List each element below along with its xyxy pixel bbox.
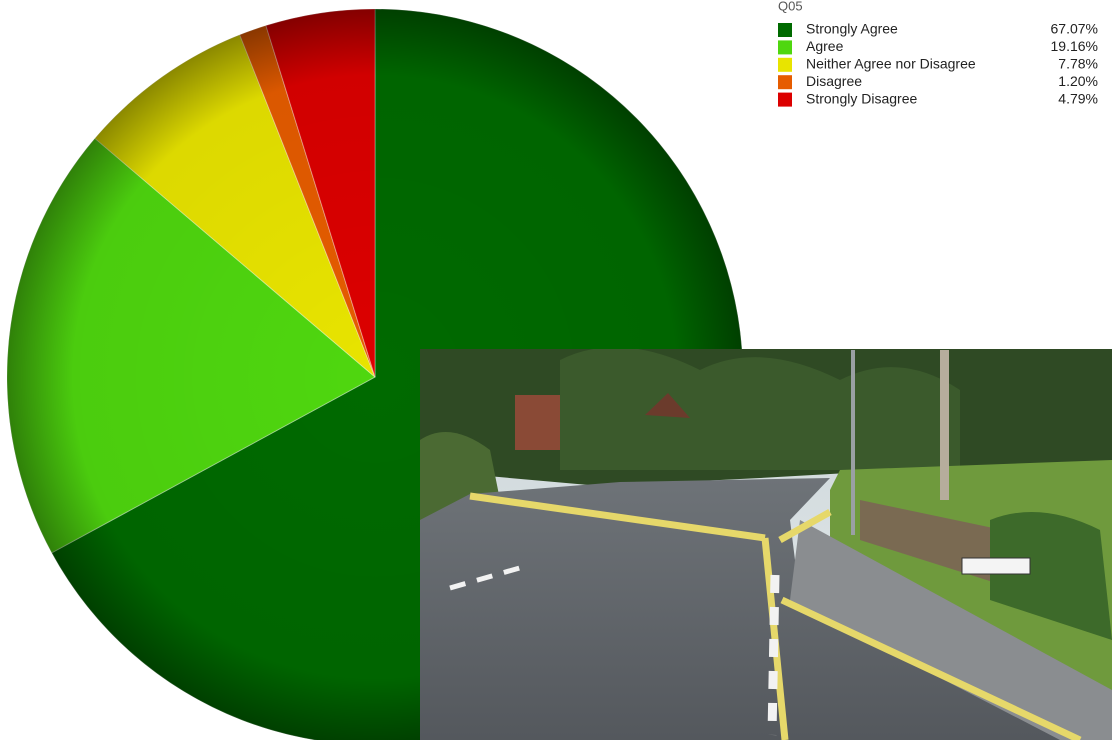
legend: Q05 Strongly Agree 67.07% Agree 19.16% Neith… — [778, 0, 1098, 107]
photo-street-sign — [961, 557, 1031, 575]
legend-label: Strongly Agree — [806, 21, 898, 37]
legend-swatch — [778, 40, 792, 55]
photo-roof — [645, 393, 690, 418]
photo-pavement — [790, 520, 1112, 740]
street-photo — [420, 349, 1112, 740]
photo-foliage — [560, 349, 960, 470]
legend-value: 7.78% — [1058, 56, 1098, 72]
photo-white-line — [767, 574, 780, 736]
legend-swatch — [778, 57, 792, 72]
legend-label: Strongly Disagree — [806, 90, 917, 106]
legend-swatch — [778, 23, 792, 37]
legend-swatch — [778, 92, 792, 107]
photo-give-way — [449, 562, 531, 591]
legend-label: Neither Agree nor Disagree — [806, 56, 976, 72]
photo-bush — [990, 512, 1112, 640]
legend-value: 4.79% — [1058, 90, 1098, 106]
legend-value: 19.16% — [1051, 38, 1098, 54]
photo-post — [940, 350, 949, 500]
legend-value: 1.20% — [1058, 73, 1098, 89]
legend-title: Q05 — [778, 0, 803, 13]
photo-yellow-lines — [469, 492, 1082, 740]
photo-lamp — [851, 350, 855, 535]
legend-label: Agree — [806, 38, 844, 54]
legend-swatch — [778, 75, 792, 90]
legend-label: Disagree — [806, 73, 862, 89]
legend-value: 67.07% — [1051, 21, 1098, 37]
photo-house — [515, 395, 560, 450]
